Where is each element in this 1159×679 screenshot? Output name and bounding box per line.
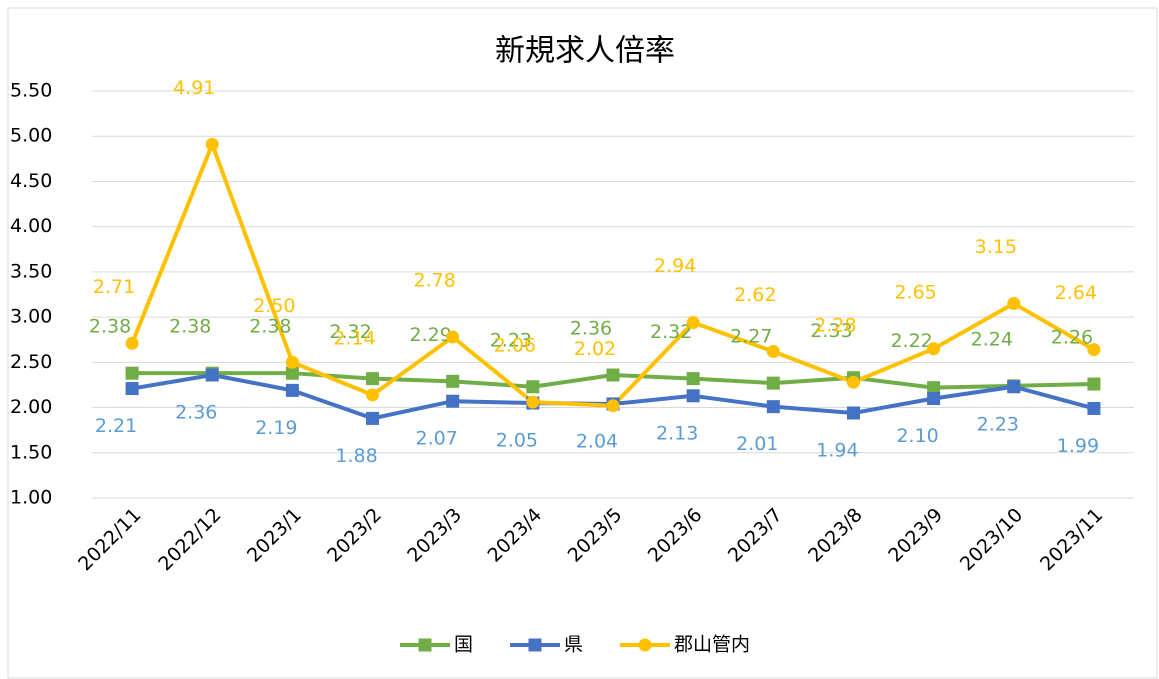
data-label: 2.38 [89, 316, 131, 338]
data-label: 2.33 [810, 320, 852, 342]
point [1007, 297, 1021, 311]
data-label: 1.99 [1057, 435, 1099, 457]
point [366, 411, 380, 425]
data-label: 1.88 [335, 445, 377, 467]
point [1087, 343, 1101, 357]
point [766, 376, 780, 390]
data-label: 2.32 [329, 321, 371, 343]
data-label: 2.71 [93, 276, 135, 298]
point [766, 344, 780, 358]
point [766, 400, 780, 414]
data-label: 2.14 [333, 327, 375, 349]
point [1087, 401, 1101, 415]
point [366, 372, 380, 386]
point [446, 394, 460, 408]
data-label: 2.78 [414, 270, 456, 292]
point [927, 381, 941, 395]
point [285, 355, 299, 369]
data-label: 2.02 [574, 338, 616, 360]
data-label: 2.38 [169, 316, 211, 338]
data-label: 2.36 [570, 317, 612, 339]
data-label: 2.19 [255, 417, 297, 439]
y-tick-label: 1.00 [10, 487, 52, 509]
chart-title: 新規求人倍率 [495, 34, 675, 69]
data-label: 2.21 [95, 415, 137, 437]
point [606, 399, 620, 413]
point [285, 366, 299, 380]
legend-marker [528, 638, 542, 652]
data-label: 2.65 [894, 281, 936, 303]
y-tick-label: 4.50 [10, 170, 52, 192]
data-label: 2.26 [1051, 327, 1093, 349]
data-label: 2.22 [890, 330, 932, 352]
data-label: 2.36 [175, 401, 217, 423]
data-label: 2.32 [650, 321, 692, 343]
chart-frame [7, 7, 1158, 679]
data-label: 2.24 [971, 328, 1013, 350]
data-label: 2.62 [734, 284, 776, 306]
data-label: 2.38 [249, 316, 291, 338]
legend-label: 県 [564, 634, 583, 656]
data-label: 2.94 [654, 255, 696, 277]
point [686, 389, 700, 403]
data-label: 3.15 [975, 236, 1017, 258]
y-tick-label: 2.00 [10, 396, 52, 418]
data-label: 2.23 [490, 329, 532, 351]
point [1087, 377, 1101, 391]
legend-marker [638, 638, 652, 652]
data-label: 2.50 [253, 295, 295, 317]
data-label: 4.91 [173, 77, 215, 99]
point [1007, 380, 1021, 394]
point [125, 382, 139, 396]
y-tick-label: 2.50 [10, 351, 52, 373]
y-tick-label: 4.00 [10, 215, 52, 237]
point [526, 395, 540, 409]
legend-label: 国 [454, 634, 473, 656]
point [526, 380, 540, 394]
point [686, 316, 700, 330]
data-label: 2.13 [656, 422, 698, 444]
data-label: 2.23 [977, 413, 1019, 435]
point [125, 336, 139, 350]
point [606, 368, 620, 382]
data-label: 2.01 [736, 433, 778, 455]
point [125, 366, 139, 380]
y-tick-label: 3.50 [10, 260, 52, 282]
data-label: 2.05 [496, 430, 538, 452]
point [846, 406, 860, 420]
data-label: 2.07 [416, 428, 458, 450]
data-label: 2.06 [494, 335, 536, 357]
point [846, 375, 860, 389]
y-tick-label: 1.50 [10, 441, 52, 463]
data-label: 2.29 [410, 324, 452, 346]
point [446, 374, 460, 388]
y-tick-label: 5.00 [10, 125, 52, 147]
point [205, 368, 219, 382]
data-label: 2.04 [576, 430, 618, 452]
y-tick-label: 3.00 [10, 306, 52, 328]
data-label: 2.28 [814, 315, 856, 337]
point [285, 383, 299, 397]
legend-label: 郡山管内 [674, 634, 750, 656]
point [927, 392, 941, 406]
data-label: 2.27 [730, 326, 772, 348]
data-label: 2.64 [1055, 282, 1097, 304]
point [927, 342, 941, 356]
data-label: 2.10 [896, 425, 938, 447]
point [686, 372, 700, 386]
data-label: 1.94 [816, 439, 858, 461]
legend-marker [418, 638, 432, 652]
point [366, 388, 380, 402]
y-tick-label: 5.50 [10, 80, 52, 102]
point [205, 137, 219, 151]
point [446, 330, 460, 344]
